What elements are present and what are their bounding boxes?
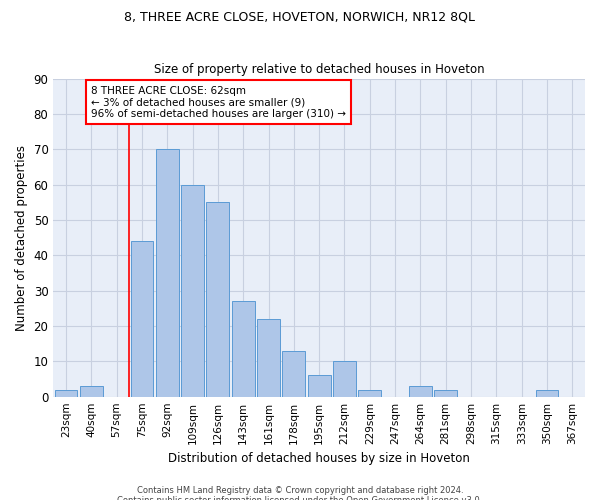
X-axis label: Distribution of detached houses by size in Hoveton: Distribution of detached houses by size … bbox=[168, 452, 470, 465]
Text: 8, THREE ACRE CLOSE, HOVETON, NORWICH, NR12 8QL: 8, THREE ACRE CLOSE, HOVETON, NORWICH, N… bbox=[125, 10, 476, 23]
Bar bbox=[257, 319, 280, 396]
Bar bbox=[409, 386, 432, 396]
Y-axis label: Number of detached properties: Number of detached properties bbox=[15, 144, 28, 330]
Text: 8 THREE ACRE CLOSE: 62sqm
← 3% of detached houses are smaller (9)
96% of semi-de: 8 THREE ACRE CLOSE: 62sqm ← 3% of detach… bbox=[91, 86, 346, 119]
Bar bbox=[156, 149, 179, 396]
Bar bbox=[131, 241, 154, 396]
Bar bbox=[55, 390, 77, 396]
Bar bbox=[181, 184, 204, 396]
Bar bbox=[308, 376, 331, 396]
Title: Size of property relative to detached houses in Hoveton: Size of property relative to detached ho… bbox=[154, 63, 484, 76]
Text: Contains public sector information licensed under the Open Government Licence v3: Contains public sector information licen… bbox=[118, 496, 482, 500]
Bar bbox=[232, 301, 254, 396]
Text: Contains HM Land Registry data © Crown copyright and database right 2024.: Contains HM Land Registry data © Crown c… bbox=[137, 486, 463, 495]
Bar bbox=[283, 350, 305, 397]
Bar bbox=[80, 386, 103, 396]
Bar bbox=[206, 202, 229, 396]
Bar bbox=[434, 390, 457, 396]
Bar bbox=[536, 390, 559, 396]
Bar bbox=[358, 390, 381, 396]
Bar bbox=[333, 362, 356, 396]
